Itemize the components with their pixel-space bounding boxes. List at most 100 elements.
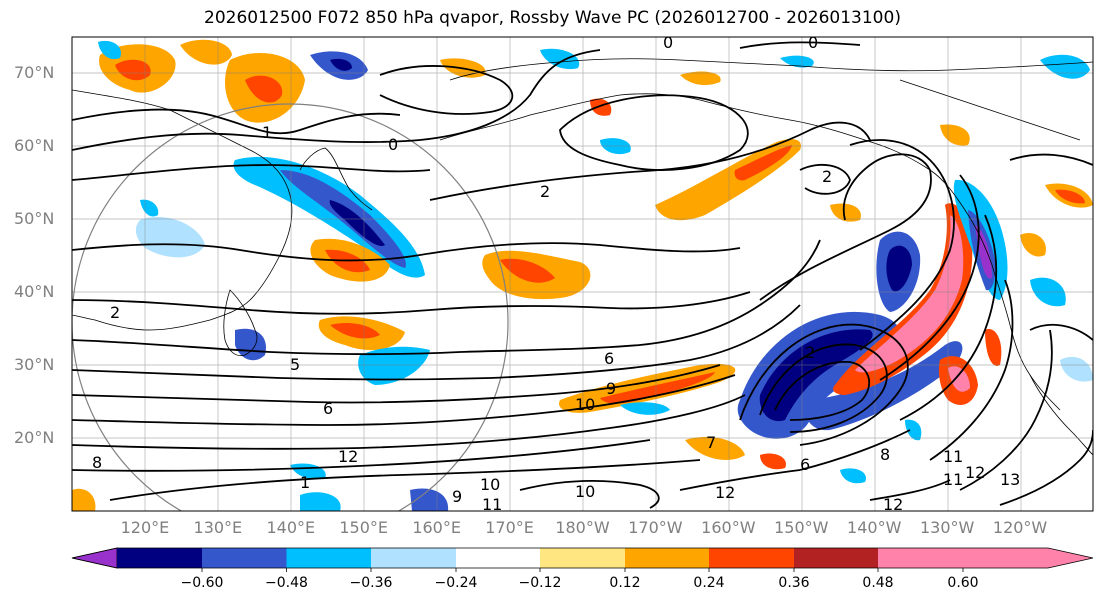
anomaly-patch <box>685 436 745 460</box>
colorbar-tick-label: 0.60 <box>947 575 979 591</box>
lat-label-20n: 20°N <box>14 428 55 448</box>
anomaly-patch <box>600 372 715 404</box>
colorbar-tick-label: −0.36 <box>349 575 393 591</box>
graticule <box>72 37 1093 511</box>
colorbar-tick-label: −0.60 <box>180 575 224 591</box>
contour-line <box>72 242 741 262</box>
contour-line <box>759 153 932 301</box>
colorbar-swatch <box>625 548 709 568</box>
coastline-asia <box>72 89 293 331</box>
contour-label: 10 <box>575 395 595 414</box>
contour-line <box>519 479 660 509</box>
colorbar-tick-label: 0.48 <box>862 575 894 591</box>
colorbar-swatch <box>540 548 625 568</box>
anomaly-patch <box>759 329 873 422</box>
anomaly-patch <box>500 258 555 283</box>
anomaly-patch <box>940 124 970 146</box>
anomaly-patch <box>806 341 963 431</box>
contour-line <box>109 459 701 501</box>
anomaly-patch <box>180 39 232 65</box>
colorbar-swatch <box>202 548 287 568</box>
anomaly-patch <box>760 453 786 470</box>
colorbar-extend-high <box>963 548 1093 568</box>
contour-line <box>379 65 514 115</box>
contour-label: 13 <box>1000 470 1020 489</box>
rossby-wave-contours <box>72 41 1093 509</box>
colorbar-swatch <box>878 548 963 568</box>
map-frame <box>71 36 1094 512</box>
lon-label-150w: 150°W <box>774 518 829 537</box>
colorbar-tick-label: −0.24 <box>434 575 478 591</box>
contour-line <box>72 394 746 450</box>
highlight-circle <box>72 103 509 511</box>
colorbar-swatch <box>794 548 878 568</box>
contour-line <box>429 121 871 201</box>
anomaly-patch <box>985 329 1002 366</box>
contour-line <box>72 108 401 135</box>
lon-label-120w: 120°W <box>992 518 1048 537</box>
anomaly-patch <box>330 58 352 71</box>
contour-label: 0 <box>663 33 673 52</box>
contour-label: 5 <box>290 355 300 374</box>
anomaly-patch <box>620 402 670 415</box>
lat-label-50n: 50°N <box>14 209 55 229</box>
colorbar-swatch <box>117 548 202 568</box>
lat-label-30n: 30°N <box>14 355 55 375</box>
lon-label-120e: 120°E <box>120 518 170 537</box>
colorbar <box>71 547 1094 572</box>
contour-line <box>72 439 651 472</box>
colorbar-outline <box>71 547 1094 569</box>
lon-label-160e: 160°E <box>412 518 461 537</box>
anomaly-patch <box>1055 189 1085 204</box>
contour-line <box>72 164 431 181</box>
anomaly-patch <box>330 323 380 339</box>
anomaly-patch <box>135 216 205 258</box>
lon-label-160w: 160°W <box>701 518 756 537</box>
contour-label: 9 <box>606 379 616 398</box>
lon-label-130e: 130°E <box>193 518 243 537</box>
contour-line <box>999 429 1093 506</box>
lat-label-70n: 70°N <box>14 63 55 83</box>
anomaly-patch <box>245 75 283 103</box>
contour-label: 8 <box>880 445 890 464</box>
anomaly-patch <box>98 40 121 60</box>
contour-label: 9 <box>452 487 462 506</box>
contour-label: 2 <box>540 182 550 201</box>
colorbar-swatch <box>709 548 794 568</box>
anomaly-patch <box>830 203 861 222</box>
contour-line <box>559 94 749 171</box>
anomaly-patch <box>72 488 96 511</box>
anomaly-patch <box>1060 356 1093 382</box>
contour-line <box>72 374 736 426</box>
contour-line <box>739 41 861 49</box>
anomaly-patch <box>140 199 159 217</box>
lon-label-150e: 150°E <box>339 518 389 537</box>
lon-label-140w: 140°W <box>847 518 902 537</box>
coastline-arctic <box>449 58 1093 81</box>
contour-label: 11 <box>943 470 963 489</box>
colorbar-tick-label: 0.24 <box>693 575 725 591</box>
contour-label: 6 <box>323 399 333 418</box>
contour-label: 0 <box>388 135 398 154</box>
coastlines <box>72 58 1093 456</box>
contour-label: 12 <box>883 495 903 514</box>
contour-line <box>72 291 751 315</box>
contour-label: 6 <box>800 455 810 474</box>
coastline-bc <box>964 209 1061 411</box>
contour-label: 6 <box>604 349 614 368</box>
contour-label: 2 <box>805 343 815 362</box>
anomaly-patch <box>300 492 341 511</box>
contour-line <box>679 469 801 491</box>
anomaly-patch <box>680 71 721 86</box>
lon-label-170w: 170°W <box>628 518 683 537</box>
colorbar-tick-label: −0.48 <box>265 575 308 591</box>
anomaly-patch <box>329 200 385 246</box>
contour-line <box>72 49 601 151</box>
contour-label: 12 <box>715 483 735 502</box>
contour-line <box>774 361 871 421</box>
contour-label: 11 <box>482 495 502 514</box>
anomaly-patch <box>115 59 151 81</box>
anomaly-patch <box>905 419 922 441</box>
colorbar-extend-low <box>71 547 118 569</box>
